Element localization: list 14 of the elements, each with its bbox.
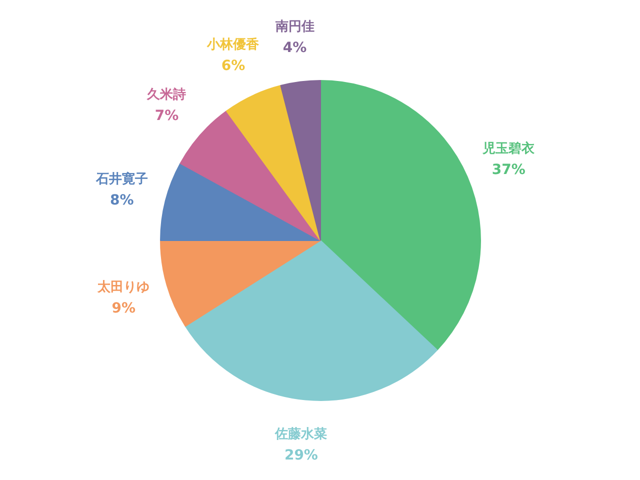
data-label: 8%: [110, 192, 134, 209]
data-label: 37%: [492, 162, 526, 178]
data-label: 7%: [154, 108, 179, 124]
slice-label: 佐藤水菜: [274, 426, 328, 442]
data-label: 4%: [282, 40, 307, 56]
slice-label: 久米詩: [146, 86, 186, 102]
slice-label: 石井寛子: [94, 171, 148, 188]
slice-label: 小林優香: [206, 36, 260, 53]
slice-label: 南円佳: [274, 20, 314, 35]
data-label: 29%: [284, 448, 318, 464]
slice-label: 児玉碧衣: [482, 140, 536, 157]
data-label: 9%: [112, 300, 136, 317]
slice-label: 太田りゆ: [96, 280, 150, 296]
data-label: 6%: [221, 58, 246, 74]
